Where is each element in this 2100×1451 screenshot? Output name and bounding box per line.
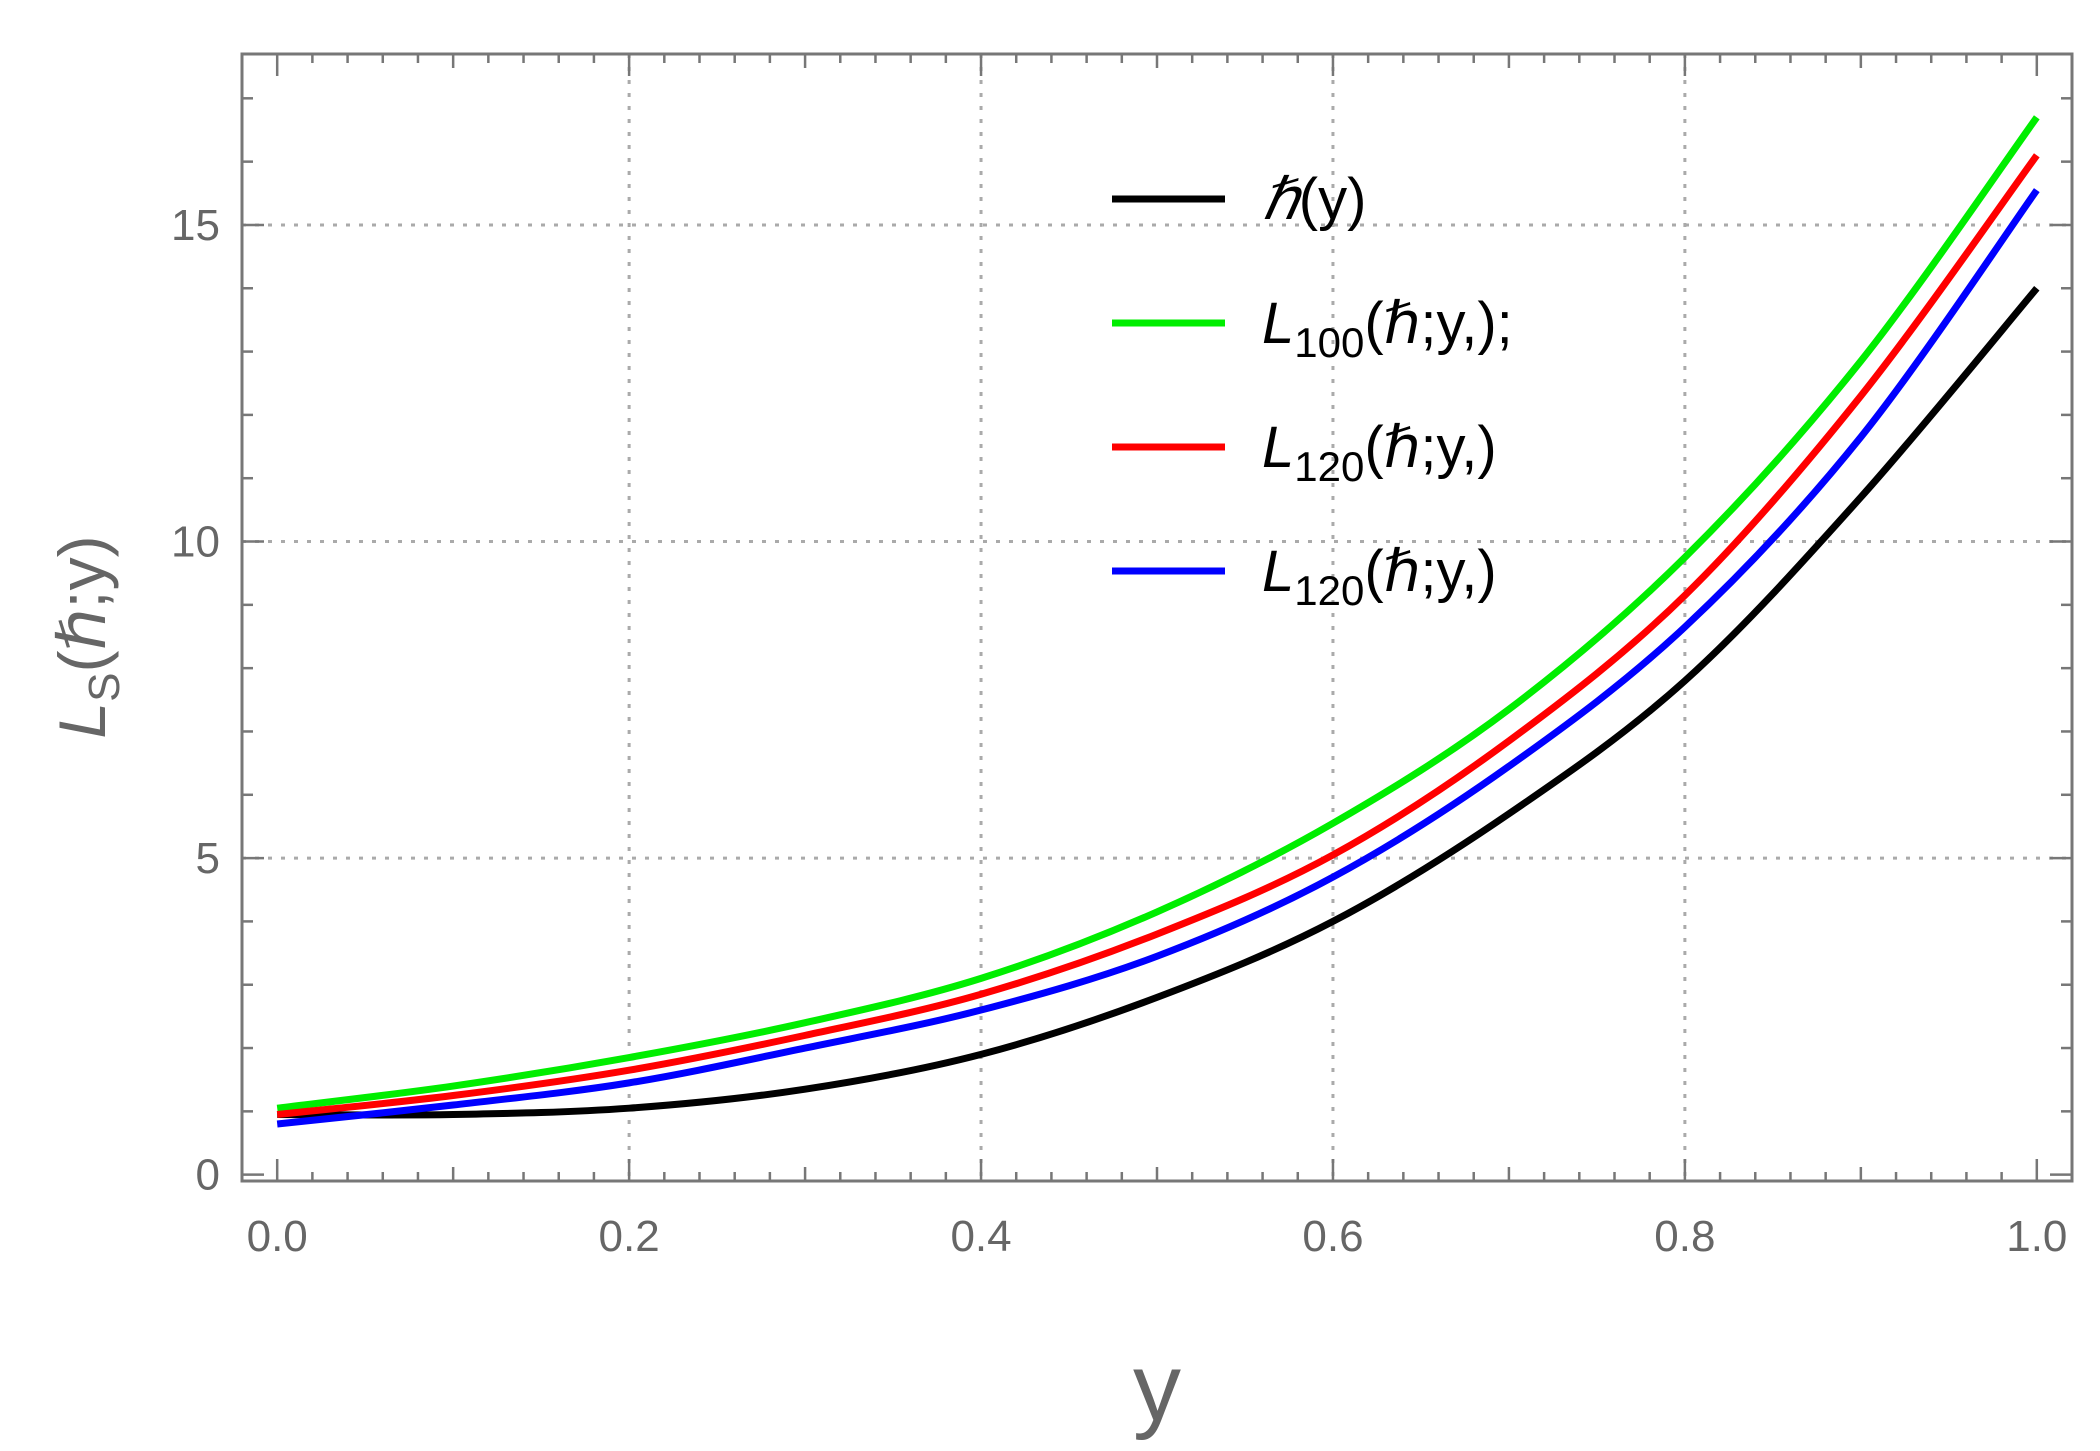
legend-label-main: L (1262, 291, 1294, 356)
svg-text:LS(ℏ;y): LS(ℏ;y) (45, 535, 129, 738)
legend-label-rest: (y) (1299, 167, 1367, 232)
legend: ℏ(y)L100(ℏ;y,);L120(ℏ;y,)L120(ℏ;y,) (1112, 167, 1513, 614)
legend-label-3: L120(ℏ;y,) (1262, 539, 1497, 614)
legend-label-sub: 120 (1294, 443, 1364, 490)
x-tick-label: 0.2 (599, 1212, 660, 1261)
legend-label-1: L100(ℏ;y,); (1262, 291, 1513, 366)
y-tick-label: 10 (171, 518, 220, 567)
x-tick-label: 0.6 (1302, 1212, 1363, 1261)
y-axis-title-rest: (ℏ;y) (45, 535, 119, 672)
legend-label-main: ℏ (1262, 167, 1303, 232)
x-tick-label: 0.0 (247, 1212, 308, 1261)
legend-label-sub: 120 (1294, 567, 1364, 614)
plot-border (240, 52, 2074, 1183)
x-tick-label: 0.8 (1654, 1212, 1715, 1261)
series-lines (276, 115, 2040, 1128)
y-tick-label: 5 (196, 834, 220, 883)
series-line-1 (276, 115, 2040, 1112)
legend-label-main: L (1262, 539, 1294, 604)
legend-label-2: L120(ℏ;y,) (1262, 415, 1497, 490)
y-tick-label: 15 (171, 201, 220, 250)
series-line-2 (276, 153, 2040, 1118)
series-line-3 (276, 188, 2040, 1128)
legend-label-0: ℏ(y) (1262, 167, 1366, 232)
legend-label-sub: 100 (1294, 319, 1364, 366)
series-line-0 (277, 286, 2040, 1119)
y-tick-label: 0 (196, 1151, 220, 1200)
tick-labels: 0.0 0.2 0.4 0.6 0.8 1.0 0 5 10 15 (171, 201, 2067, 1261)
legend-label-rest: (ℏ;y,); (1364, 291, 1512, 356)
y-axis-title-sub: S (80, 673, 129, 702)
x-axis-title: y (1133, 1334, 1181, 1441)
y-axis-title-main: L (45, 702, 119, 739)
legend-label-main: L (1262, 415, 1294, 480)
legend-label-rest: (ℏ;y,) (1364, 539, 1496, 604)
plot-frame (240, 52, 2074, 1183)
y-axis-title: LS(ℏ;y) (45, 535, 129, 738)
grid (242, 54, 2072, 1181)
x-tick-label: 0.4 (950, 1212, 1011, 1261)
legend-label-rest: (ℏ;y,) (1364, 415, 1496, 480)
x-tick-label: 1.0 (2006, 1212, 2067, 1261)
